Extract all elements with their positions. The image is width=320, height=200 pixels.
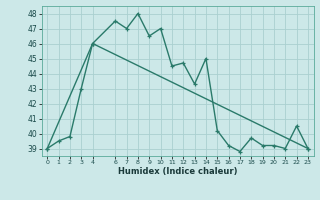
X-axis label: Humidex (Indice chaleur): Humidex (Indice chaleur) xyxy=(118,167,237,176)
